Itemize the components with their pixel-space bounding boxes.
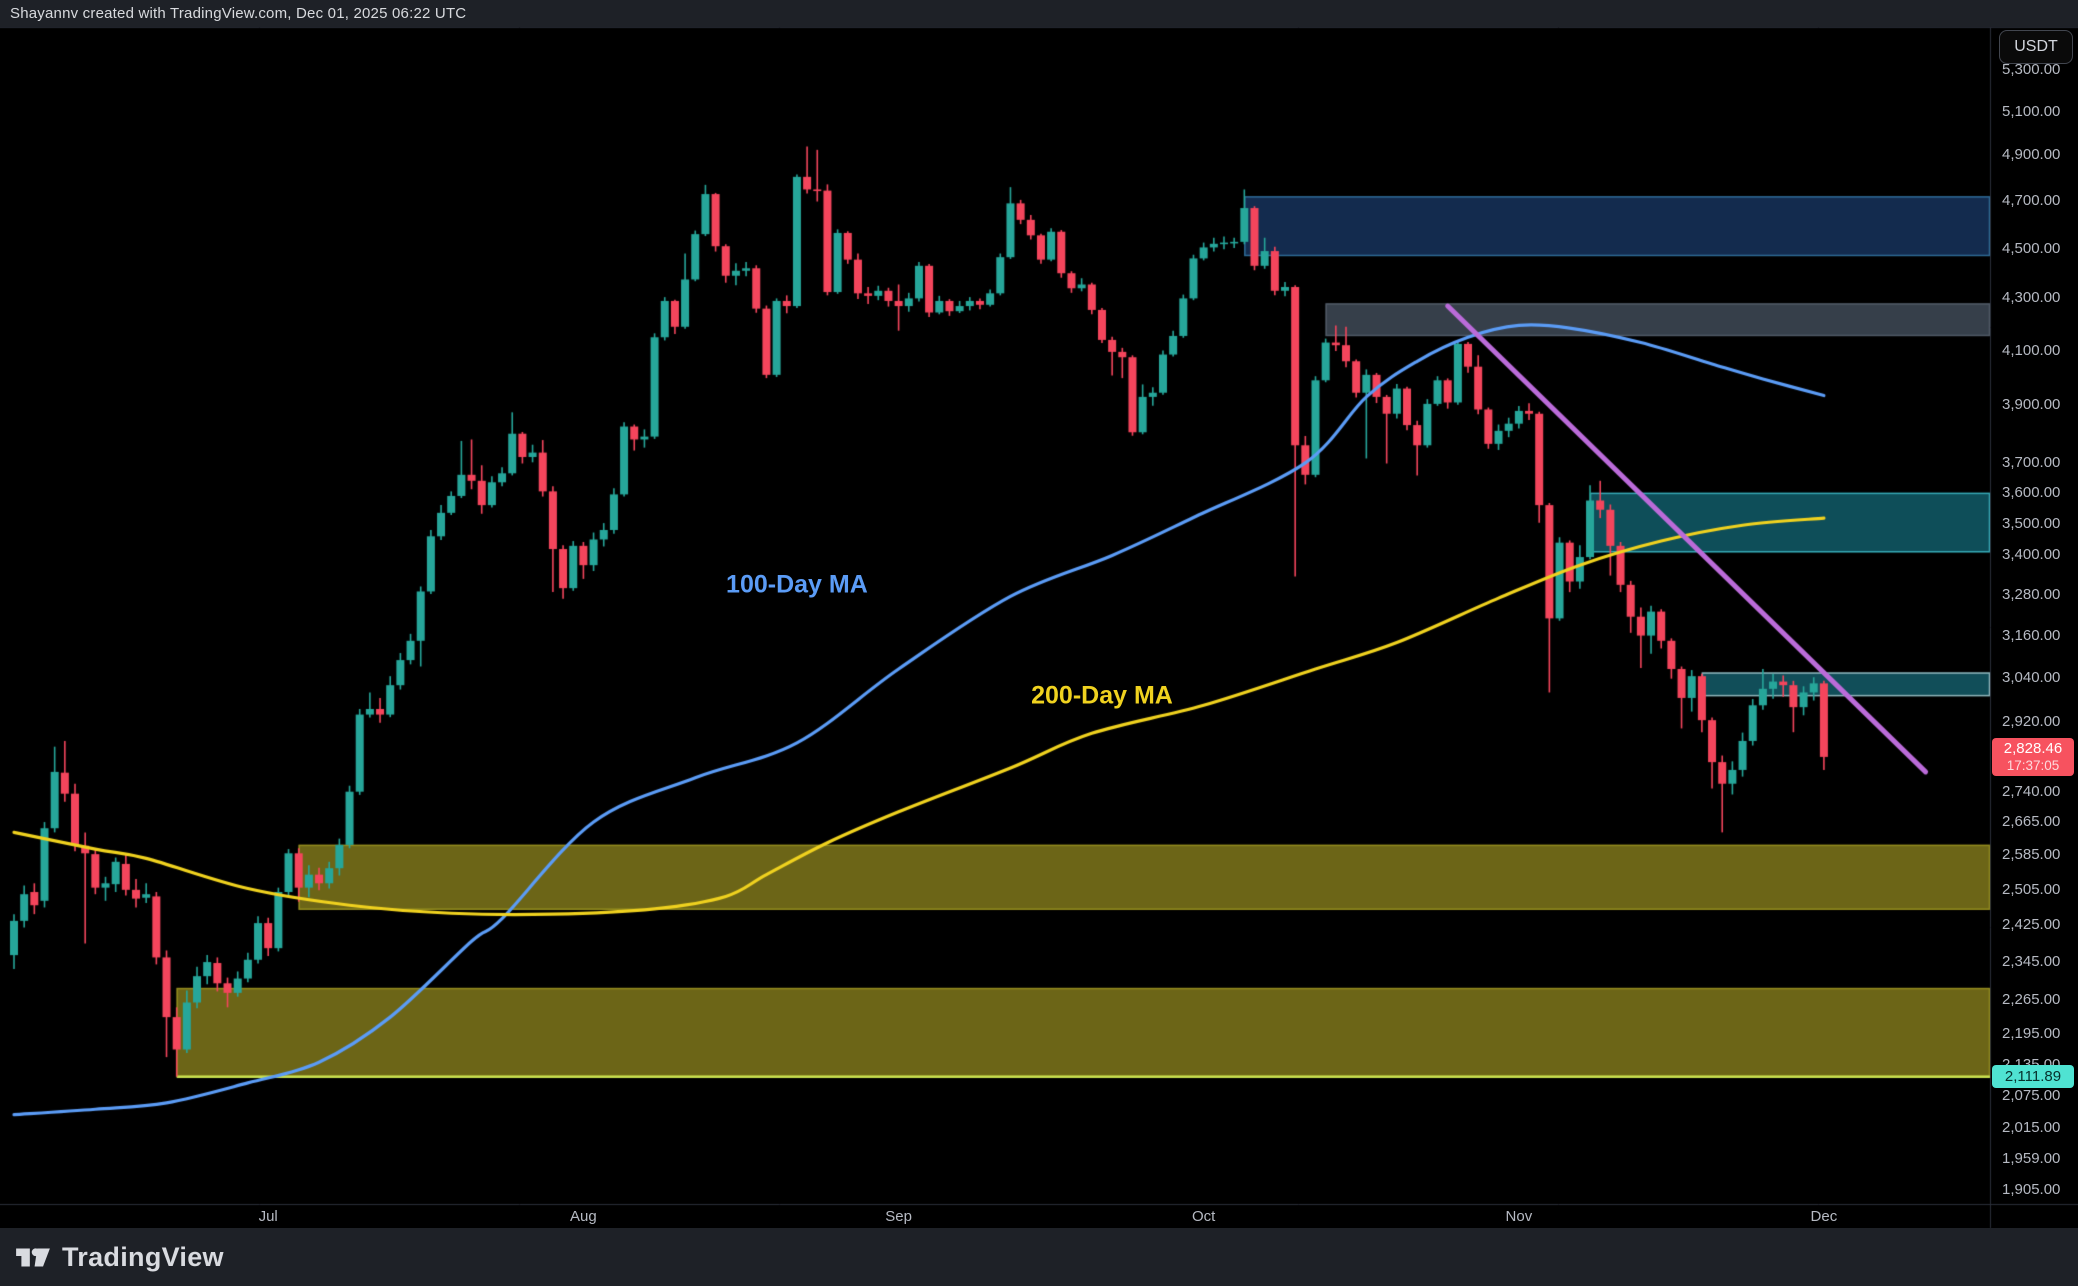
tradingview-logo-icon[interactable] bbox=[14, 1238, 52, 1276]
footer-bar: TradingView bbox=[0, 1228, 2078, 1286]
currency-toggle-label: USDT bbox=[2014, 38, 2058, 55]
alert-price-value: 2,111.89 bbox=[2004, 1068, 2062, 1086]
snapshot-title: Shayannv created with TradingView.com, D… bbox=[10, 5, 467, 22]
current-price-value: 2,828.46 bbox=[2003, 739, 2063, 757]
current-price-badge: 2,828.46 17:37:05 bbox=[1992, 737, 2074, 776]
header-bar: Shayannv created with TradingView.com, D… bbox=[0, 0, 2078, 27]
brand-name[interactable]: TradingView bbox=[62, 1241, 224, 1272]
currency-toggle-button[interactable]: USDT bbox=[1999, 30, 2073, 64]
bar-close-countdown: 17:37:05 bbox=[2006, 757, 2060, 773]
alert-price-badge: 2,111.89 bbox=[1992, 1065, 2074, 1089]
